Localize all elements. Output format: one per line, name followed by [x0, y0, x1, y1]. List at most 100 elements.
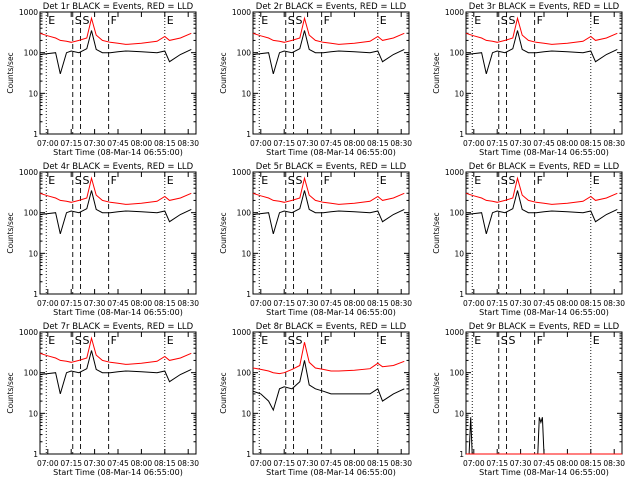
x-tick-label: 07:45	[533, 299, 555, 308]
detector-panel: Det 4r BLACK = Events, RED = LLD 1 10 100 10…	[6, 162, 199, 317]
marker-label: F	[111, 334, 117, 347]
detector-panel: Det 3r BLACK = Events, RED = LLD 1 10 100 10…	[432, 2, 625, 157]
y-tick-label: 10	[28, 249, 38, 258]
panel-title: Det 8r BLACK = Events, RED = LLD	[256, 322, 407, 332]
x-tick-label: 08:00	[344, 299, 366, 308]
x-tick-label: 07:45	[320, 459, 342, 468]
x-tick-label: 07:30	[297, 299, 319, 308]
y-tick-label: 100	[450, 369, 465, 378]
x-tick-label: 07:00	[463, 139, 485, 148]
x-tick-label: 08:15	[580, 299, 602, 308]
x-tick-label: 07:45	[107, 139, 129, 148]
lld-series-line	[465, 176, 618, 205]
x-tick-label: 07:15	[273, 459, 295, 468]
x-tick-label: 08:30	[603, 139, 625, 148]
marker-label: E	[261, 174, 268, 187]
x-tick-label: 08:30	[390, 459, 412, 468]
y-axis-label: Counts/sec	[432, 212, 441, 253]
lld-series-line	[252, 16, 405, 45]
x-tick-label: 08:00	[344, 139, 366, 148]
plot-frame	[39, 171, 197, 295]
plot-frame	[252, 331, 410, 455]
y-tick-label: 1	[459, 290, 464, 299]
y-tick-label: 100	[237, 209, 252, 218]
marker-label: F	[324, 174, 330, 187]
x-tick-label: 07:15	[273, 139, 295, 148]
y-tick-label: 10	[454, 409, 464, 418]
marker-label: E	[380, 174, 387, 187]
plot-frame	[465, 331, 623, 455]
marker-label: E	[261, 14, 268, 27]
y-tick-label: 100	[237, 49, 252, 58]
y-tick-label: 1000	[232, 168, 251, 177]
y-axis-label: Counts/sec	[219, 372, 228, 413]
plot-frame	[252, 171, 410, 295]
x-tick-label: 07:30	[84, 459, 106, 468]
x-tick-label: 07:15	[60, 299, 82, 308]
marker-label: S	[509, 174, 516, 187]
x-tick-label: 08:15	[154, 299, 176, 308]
x-tick-label: 07:30	[510, 139, 532, 148]
marker-label: F	[537, 334, 543, 347]
y-tick-label: 10	[28, 89, 38, 98]
y-axis-label: Counts/sec	[432, 52, 441, 93]
lld-series-line	[39, 16, 192, 45]
events-series-line	[466, 417, 622, 455]
panel-title: Det 7r BLACK = Events, RED = LLD	[43, 322, 194, 332]
events-series-line	[252, 30, 405, 75]
detector-panel: Det 7r BLACK = Events, RED = LLD 1 10 100 10…	[6, 322, 199, 477]
marker-label: S	[83, 174, 90, 187]
x-tick-label: 07:45	[320, 299, 342, 308]
lld-series-line	[252, 342, 405, 375]
x-tick-label: 08:15	[154, 139, 176, 148]
y-tick-label: 1	[33, 130, 38, 139]
y-axis-label: Counts/sec	[6, 372, 15, 413]
y-tick-label: 1000	[445, 168, 464, 177]
y-tick-label: 1	[33, 290, 38, 299]
events-series-line	[39, 350, 192, 395]
y-tick-label: 1000	[445, 328, 464, 337]
x-tick-label: 07:45	[320, 139, 342, 148]
x-tick-label: 08:30	[177, 459, 199, 468]
x-tick-label: 08:15	[367, 139, 389, 148]
x-tick-label: 07:30	[510, 299, 532, 308]
x-tick-label: 07:30	[510, 459, 532, 468]
lld-series-line	[465, 16, 618, 45]
events-series-line	[252, 190, 405, 235]
x-tick-label: 07:30	[297, 459, 319, 468]
marker-label: E	[593, 174, 600, 187]
y-tick-label: 1	[246, 290, 251, 299]
marker-label: E	[474, 334, 481, 347]
x-axis-label: Start Time (08-Mar-14 06:55:00)	[266, 308, 396, 317]
marker-label: E	[48, 174, 55, 187]
marker-label: S	[509, 334, 516, 347]
x-tick-label: 08:30	[390, 299, 412, 308]
plot-frame	[252, 11, 410, 135]
events-series-line	[465, 30, 618, 75]
x-tick-label: 07:00	[250, 299, 272, 308]
marker-label: E	[48, 14, 55, 27]
x-tick-label: 07:00	[37, 459, 59, 468]
marker-label: S	[501, 174, 508, 187]
y-tick-label: 1	[33, 450, 38, 459]
marker-label: S	[75, 334, 82, 347]
panel-title: Det 4r BLACK = Events, RED = LLD	[43, 162, 194, 172]
panel-title: Det 1r BLACK = Events, RED = LLD	[43, 2, 194, 12]
x-axis-label: Start Time (08-Mar-14 06:55:00)	[479, 468, 609, 477]
x-tick-label: 07:15	[60, 139, 82, 148]
x-tick-label: 08:15	[580, 139, 602, 148]
marker-label: S	[501, 14, 508, 27]
marker-label: E	[167, 14, 174, 27]
y-tick-label: 100	[24, 369, 39, 378]
y-tick-label: 1000	[19, 168, 38, 177]
x-tick-label: 08:00	[131, 139, 153, 148]
marker-label: S	[288, 14, 295, 27]
marker-label: E	[593, 14, 600, 27]
x-axis-label: Start Time (08-Mar-14 06:55:00)	[53, 148, 183, 157]
detector-panel: Det 2r BLACK = Events, RED = LLD 1 10 100 10…	[219, 2, 412, 157]
x-tick-label: 08:15	[367, 299, 389, 308]
x-axis-label: Start Time (08-Mar-14 06:55:00)	[266, 468, 396, 477]
plot-frame	[39, 11, 197, 135]
x-tick-label: 07:45	[533, 139, 555, 148]
x-tick-label: 07:00	[250, 459, 272, 468]
